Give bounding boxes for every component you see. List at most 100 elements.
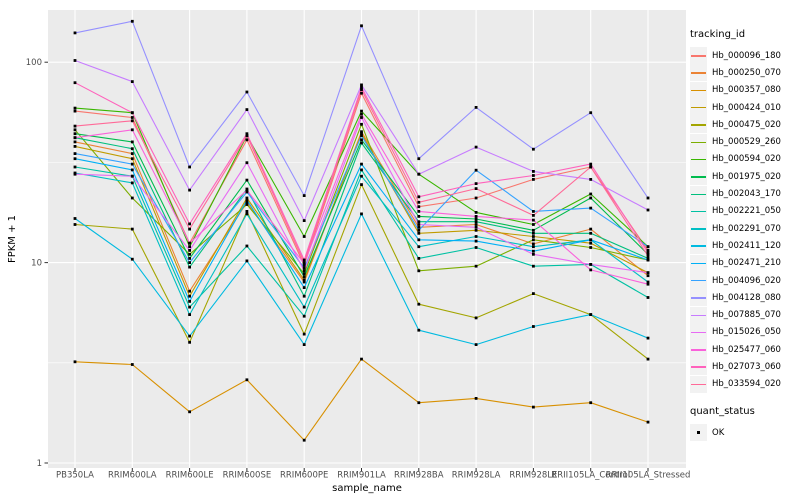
data-point [360, 88, 363, 91]
legend-line-swatch [691, 158, 706, 161]
legend-item-label: Hb_001975_020 [712, 171, 781, 182]
legend-item-label: Hb_000357_080 [712, 85, 781, 96]
axis-ticks [44, 61, 649, 472]
data-point [646, 208, 650, 212]
data-point [130, 227, 134, 231]
data-point [532, 178, 535, 181]
legend-item: Hb_000594_020 [690, 150, 800, 168]
data-point [188, 222, 191, 226]
data-point [417, 157, 421, 161]
legend-line-swatch [691, 262, 706, 265]
legend-key [690, 272, 707, 289]
data-point [245, 212, 249, 216]
data-point [474, 239, 478, 243]
data-point [73, 157, 77, 161]
legend-item-label: Hb_002471_210 [712, 258, 781, 269]
data-point [245, 198, 249, 202]
data-point [245, 178, 249, 182]
data-point [532, 292, 535, 295]
legend-item: Hb_001975_020 [690, 168, 800, 186]
data-point [646, 258, 650, 262]
legend-item: Hb_004128_080 [690, 289, 800, 307]
data-point [188, 300, 191, 303]
data-point [130, 162, 134, 166]
data-point [73, 31, 77, 35]
data-point [646, 336, 650, 340]
legend-item-label: Hb_033594_020 [712, 379, 781, 390]
data-point [474, 235, 478, 238]
data-point [302, 275, 306, 279]
data-point [474, 223, 478, 226]
legend-key [690, 375, 707, 393]
data-point [302, 438, 306, 442]
data-point [589, 162, 593, 166]
data-point [360, 183, 363, 186]
data-point [589, 192, 593, 196]
y-axis-title: FPKM + 1 [7, 215, 18, 263]
data-point [73, 128, 77, 132]
data-point [474, 168, 478, 172]
data-point [302, 263, 306, 267]
data-point [245, 90, 249, 94]
legend-item-label: Hb_000475_020 [712, 119, 781, 130]
data-point [130, 257, 134, 261]
data-point [417, 238, 421, 242]
data-point [302, 272, 306, 276]
data-point [73, 217, 77, 220]
data-point [474, 196, 478, 200]
data-point [130, 196, 134, 200]
data-point [73, 59, 77, 62]
legend-item: Hb_002471_210 [690, 254, 800, 272]
legend-item-label: Hb_000594_020 [712, 154, 781, 165]
data-point [474, 343, 478, 346]
legend-line-swatch [691, 55, 706, 57]
data-point [245, 161, 249, 165]
data-point [188, 410, 191, 414]
data-point [474, 187, 478, 190]
data-point [532, 238, 535, 242]
legend-key [690, 289, 707, 307]
data-point [474, 211, 478, 214]
data-point [188, 227, 191, 231]
legend-item: Hb_000250_070 [690, 64, 800, 82]
legend-line-swatch [691, 193, 706, 195]
data-point [646, 196, 650, 200]
shape-legend: quant_status OK [690, 405, 800, 442]
y-tick-label: 1 [37, 459, 42, 469]
legend-item: Hb_015026_050 [690, 323, 800, 341]
data-point [130, 168, 134, 172]
data-point [417, 195, 421, 199]
x-axis-tick-labels: PB350LA RRIM600LA RRIM600LE RRIM600SE RRIM60… [56, 471, 690, 481]
data-point [360, 85, 363, 89]
y-tick-label: 10 [31, 259, 42, 269]
legend-line-swatch [691, 349, 706, 351]
legend-key [690, 116, 707, 134]
data-point [532, 264, 535, 268]
data-point [646, 271, 650, 275]
x-tick-label: RRIM600PE [280, 471, 328, 481]
data-point [646, 280, 650, 284]
data-point [73, 109, 77, 113]
y-tick-label: 100 [26, 58, 42, 68]
data-point [188, 249, 191, 252]
legend-key [690, 424, 707, 442]
legend-key [690, 64, 707, 82]
legend-item-label: Hb_007885_070 [712, 310, 781, 321]
legend-item: Hb_027073_060 [690, 358, 800, 376]
data-point [474, 217, 478, 221]
data-point [302, 314, 306, 318]
data-point [646, 296, 650, 299]
data-point [474, 220, 478, 224]
data-point [532, 405, 535, 409]
legend-item-label: Hb_004128_080 [712, 292, 781, 303]
data-point [417, 215, 421, 218]
x-tick-label: RRIM600LA [108, 471, 157, 481]
data-point [589, 196, 593, 200]
data-point [532, 252, 535, 256]
legend-line-swatch [691, 124, 706, 126]
legend-item-label: Hb_025477_060 [712, 344, 781, 355]
data-point [532, 242, 535, 246]
data-point [646, 252, 650, 256]
x-tick-label: RRIM600LE [166, 471, 214, 481]
